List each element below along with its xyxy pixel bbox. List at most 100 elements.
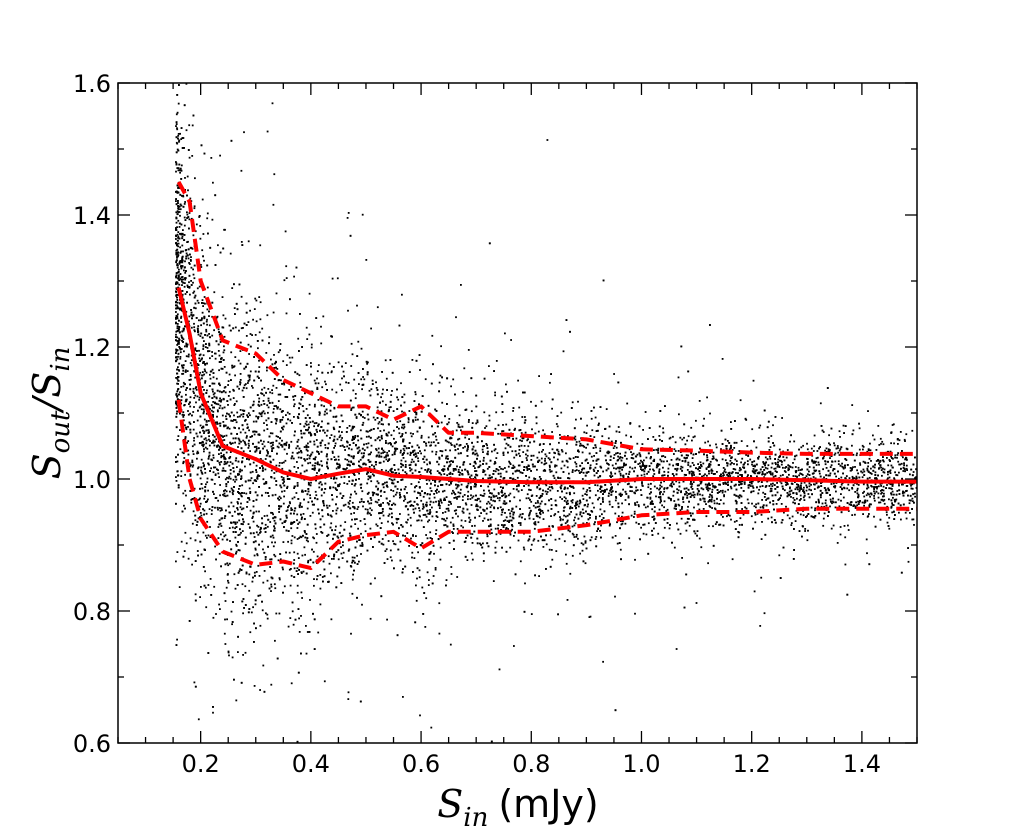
scatter-point [210, 513, 213, 515]
scatter-point [787, 464, 790, 467]
scatter-point [203, 418, 206, 421]
scatter-point [554, 465, 556, 468]
scatter-point [545, 455, 548, 458]
scatter-point [226, 618, 228, 621]
scatter-point [179, 252, 182, 254]
scatter-point [812, 450, 815, 452]
scatter-point [599, 530, 601, 532]
scatter-point [281, 439, 283, 442]
scatter-point [570, 511, 572, 513]
scatter-point [589, 464, 592, 467]
scatter-point [571, 525, 574, 528]
scatter-point [718, 483, 720, 486]
scatter-point [530, 543, 533, 546]
scatter-point [585, 490, 588, 493]
scatter-point [662, 466, 664, 469]
scatter-point [201, 386, 204, 388]
scatter-point [594, 466, 597, 469]
scatter-point [248, 589, 251, 592]
scatter-point [824, 449, 826, 452]
scatter-point [856, 489, 859, 492]
scatter-point [813, 488, 816, 490]
scatter-point [227, 651, 230, 654]
scatter-point [649, 468, 651, 471]
scatter-point [814, 509, 816, 512]
scatter-point [259, 450, 262, 453]
scatter-point [188, 156, 191, 159]
scatter-point [380, 410, 383, 413]
scatter-point [438, 480, 441, 483]
scatter-point [693, 496, 696, 499]
scatter-point [354, 397, 357, 400]
scatter-point [764, 456, 767, 459]
scatter-point [560, 411, 563, 414]
scatter-point [488, 414, 491, 417]
scatter-point [520, 444, 523, 447]
scatter-point [185, 355, 188, 358]
scatter-point [829, 474, 831, 477]
scatter-point [385, 440, 387, 442]
scatter-point [761, 499, 763, 501]
scatter-point [255, 415, 258, 418]
scatter-point [399, 435, 402, 438]
scatter-point [869, 449, 872, 452]
scatter-point [334, 459, 336, 461]
scatter-point [200, 266, 203, 268]
scatter-point [217, 403, 220, 406]
scatter-point [434, 444, 437, 447]
scatter-point [239, 568, 241, 571]
scatter-point [427, 520, 429, 523]
scatter-point [227, 481, 229, 483]
scatter-point [443, 465, 446, 468]
scatter-point [239, 362, 242, 365]
scatter-point [883, 468, 886, 471]
scatter-point [602, 498, 604, 501]
scatter-point [265, 352, 268, 354]
scatter-point [784, 471, 787, 473]
scatter-point [177, 242, 180, 245]
scatter-point [263, 445, 266, 448]
scatter-point [810, 506, 813, 509]
scatter-point [269, 558, 271, 561]
scatter-point [675, 469, 678, 472]
scatter-point [208, 454, 211, 457]
scatter-point [607, 495, 610, 497]
scatter-point [275, 292, 278, 295]
scatter-point [633, 510, 636, 513]
scatter-point [176, 460, 179, 463]
scatter-point [182, 452, 185, 455]
scatter-point [413, 557, 416, 559]
scatter-point [323, 405, 325, 408]
scatter-point [815, 464, 818, 466]
scatter-point [269, 521, 272, 523]
scatter-point [355, 518, 358, 520]
scatter-point [329, 437, 331, 439]
scatter-point [800, 446, 803, 449]
scatter-point [204, 570, 206, 573]
scatter-point [449, 437, 451, 440]
scatter-point [385, 458, 388, 461]
scatter-point [810, 447, 813, 450]
scatter-point [234, 403, 236, 405]
scatter-point [236, 466, 238, 468]
scatter-point [295, 471, 298, 473]
scatter-point [833, 485, 835, 488]
scatter-point [224, 489, 227, 491]
scatter-point [712, 457, 715, 460]
scatter-point [722, 516, 724, 518]
scatter-point [189, 423, 192, 425]
scatter-point [806, 442, 808, 445]
scatter-point [214, 357, 217, 360]
scatter-point [200, 442, 203, 444]
scatter-point [199, 371, 202, 374]
scatter-point [856, 483, 858, 485]
scatter-point [429, 503, 431, 506]
scatter-point [204, 534, 207, 537]
scatter-point [360, 498, 363, 500]
scatter-point [468, 438, 470, 440]
scatter-point [889, 483, 892, 485]
scatter-point [474, 453, 476, 456]
scatter-point [380, 417, 383, 420]
scatter-point [392, 490, 395, 492]
scatter-point [231, 489, 234, 491]
